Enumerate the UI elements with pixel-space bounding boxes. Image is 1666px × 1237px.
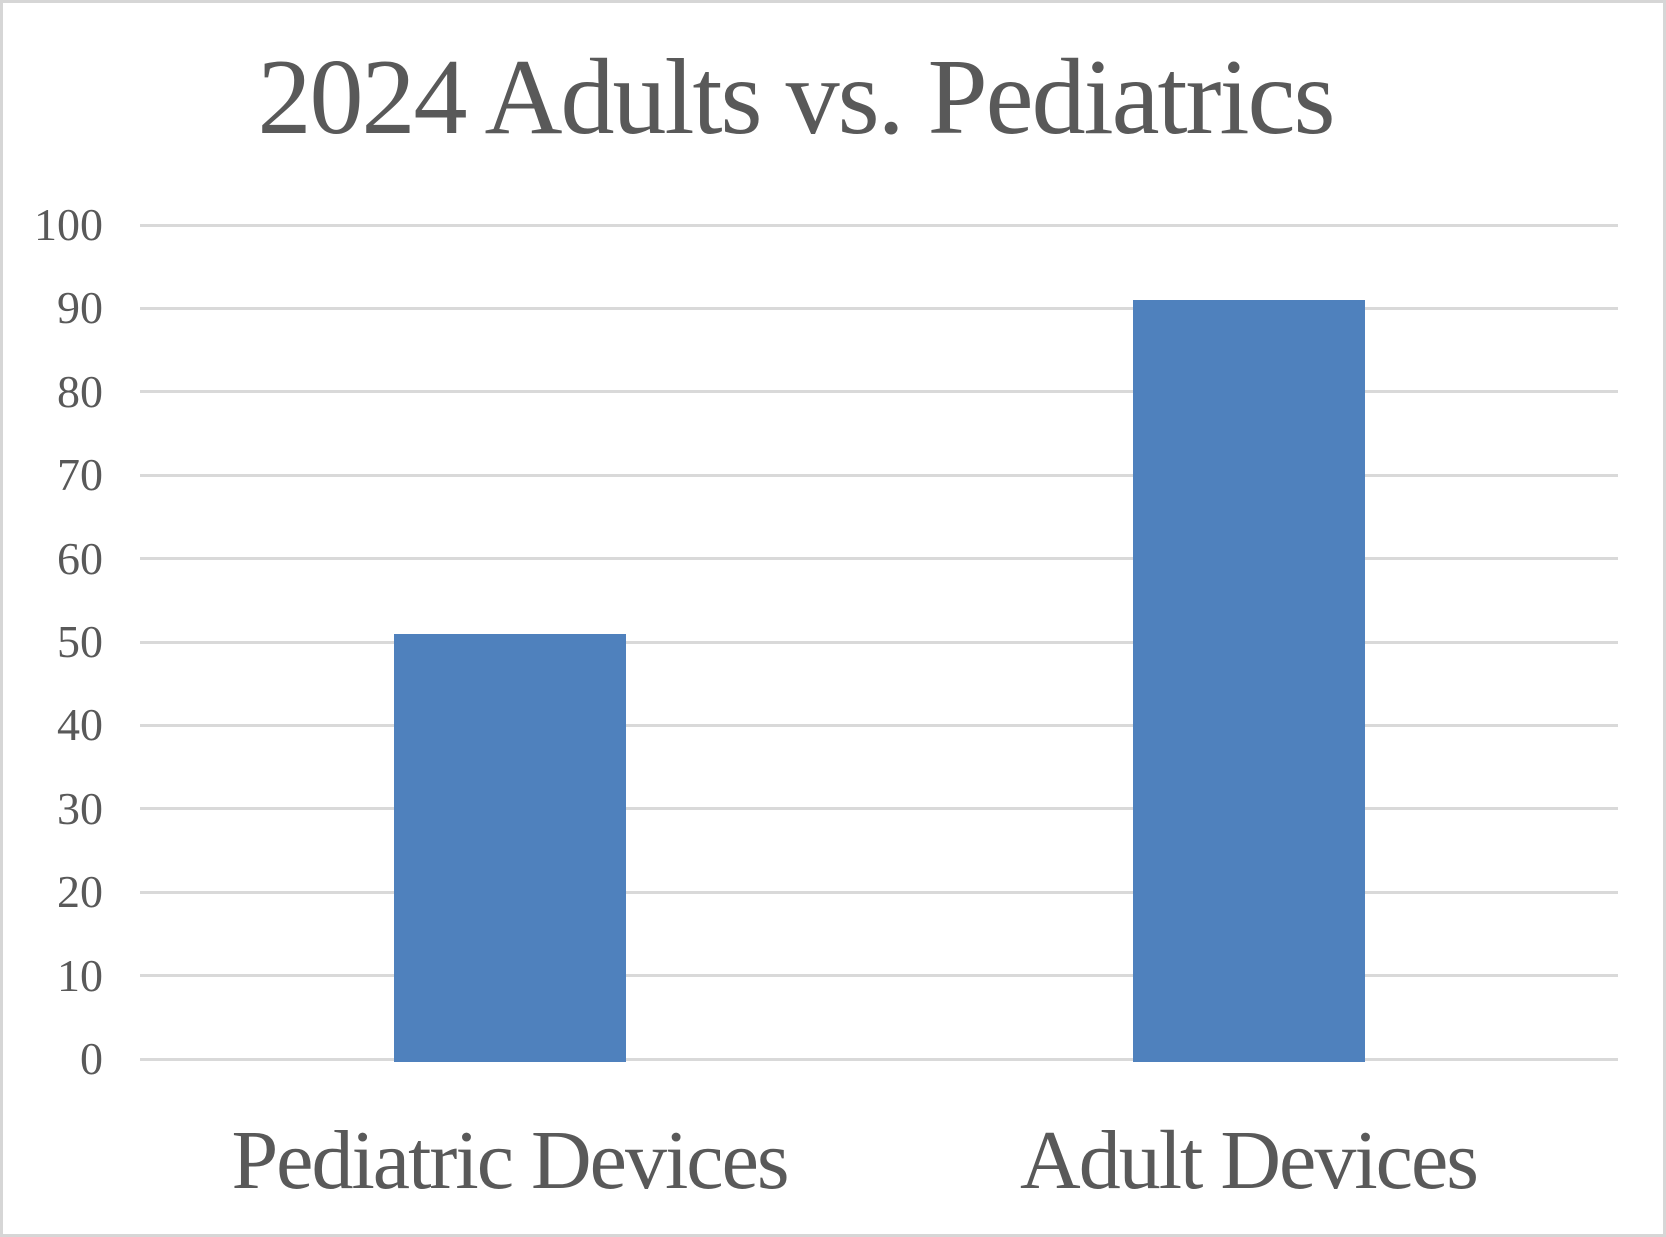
horizontal-gridline bbox=[140, 557, 1618, 561]
y-axis-tick-label: 100 bbox=[34, 199, 103, 250]
horizontal-gridline bbox=[140, 640, 1618, 644]
horizontal-gridline bbox=[140, 890, 1618, 894]
horizontal-gridline bbox=[140, 306, 1618, 310]
y-axis-tick-label: 20 bbox=[57, 866, 103, 918]
y-axis-tick-label: 80 bbox=[57, 365, 103, 417]
horizontal-gridline bbox=[140, 390, 1618, 394]
horizontal-gridline bbox=[140, 974, 1618, 978]
y-axis-tick-label: 70 bbox=[57, 449, 103, 501]
y-axis-tick-label: 50 bbox=[57, 616, 103, 667]
horizontal-gridline bbox=[140, 723, 1618, 727]
chart-title: 2024 Adults vs. Pediatrics bbox=[257, 38, 1336, 157]
y-axis-tick-label: 30 bbox=[57, 782, 103, 834]
y-axis-tick-label: 40 bbox=[57, 699, 103, 751]
bar-adult-devices bbox=[1132, 300, 1365, 1062]
horizontal-gridline bbox=[140, 807, 1618, 811]
bar-pediatric-devices bbox=[393, 633, 626, 1062]
horizontal-gridline bbox=[140, 473, 1618, 477]
y-axis-tick-label: 0 bbox=[80, 1033, 103, 1084]
y-axis-tick-label: 10 bbox=[57, 949, 103, 1001]
category-label: Pediatric Devices bbox=[231, 1114, 789, 1207]
y-axis-tick-label: 90 bbox=[57, 282, 103, 334]
horizontal-gridline bbox=[140, 223, 1618, 227]
category-label: Adult Devices bbox=[1020, 1114, 1479, 1207]
y-axis-tick-label: 60 bbox=[57, 532, 103, 584]
horizontal-gridline bbox=[140, 1057, 1618, 1061]
